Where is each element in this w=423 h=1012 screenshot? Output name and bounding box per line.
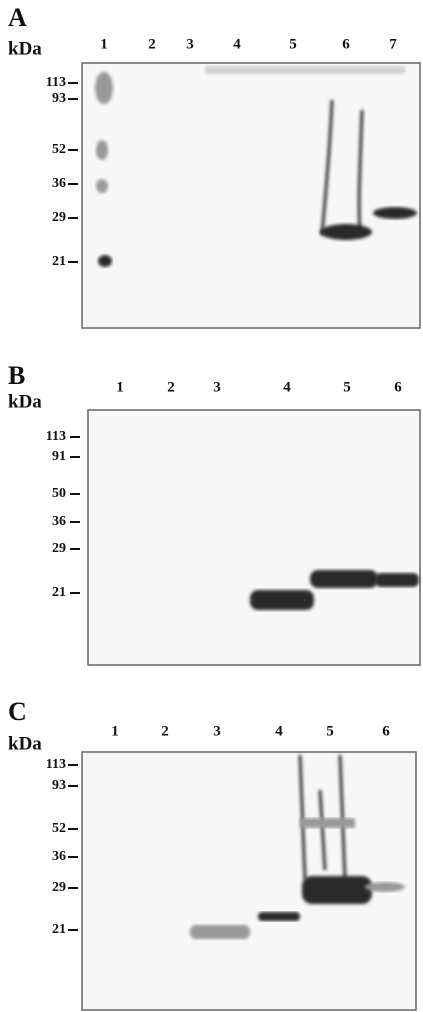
unit-label: kDa <box>8 391 42 412</box>
marker-label: 52 <box>52 142 66 157</box>
panel-letter: C <box>8 697 27 726</box>
lane-label: 5 <box>326 723 334 739</box>
figure: AkDa12345671139352362921BkDa123456113915… <box>0 0 423 1012</box>
marker-label: 93 <box>52 91 66 106</box>
gel-a <box>82 63 420 328</box>
lane-label: 1 <box>100 36 108 52</box>
lane-label: 5 <box>289 36 297 52</box>
lane-label: 1 <box>111 723 119 739</box>
marker-label: 93 <box>52 778 66 793</box>
marker-label: 29 <box>52 880 66 895</box>
lane-label: 5 <box>343 379 351 395</box>
marker-label: 21 <box>52 254 66 269</box>
marker-label: 21 <box>52 585 66 600</box>
marker-label: 52 <box>52 821 66 836</box>
lane-label: 3 <box>186 36 194 52</box>
gel-b <box>88 410 420 665</box>
lane-label: 6 <box>342 36 350 52</box>
lane-label: 6 <box>394 379 402 395</box>
lane-label: 2 <box>161 723 169 739</box>
lane-label: 7 <box>389 36 397 52</box>
lane-label: 2 <box>148 36 156 52</box>
panel-letter: B <box>8 361 25 390</box>
lane-label: 6 <box>382 723 390 739</box>
lane-label: 4 <box>233 36 241 52</box>
marker-label: 50 <box>52 486 66 501</box>
marker-label: 113 <box>46 75 66 90</box>
lane-label: 1 <box>116 379 124 395</box>
marker-label: 29 <box>52 210 66 225</box>
marker-label: 21 <box>52 922 66 937</box>
unit-label: kDa <box>8 733 42 754</box>
marker-label: 113 <box>46 757 66 772</box>
lane-label: 3 <box>213 379 221 395</box>
marker-label: 36 <box>52 514 66 529</box>
marker-label: 91 <box>52 449 66 464</box>
marker-label: 113 <box>46 429 66 444</box>
marker-label: 29 <box>52 541 66 556</box>
lane-label: 4 <box>283 379 291 395</box>
unit-label: kDa <box>8 38 42 59</box>
panel-letter: A <box>8 3 27 32</box>
lane-label: 2 <box>167 379 175 395</box>
marker-label: 36 <box>52 176 66 191</box>
marker-label: 36 <box>52 849 66 864</box>
lane-label: 4 <box>275 723 283 739</box>
lane-label: 3 <box>213 723 221 739</box>
